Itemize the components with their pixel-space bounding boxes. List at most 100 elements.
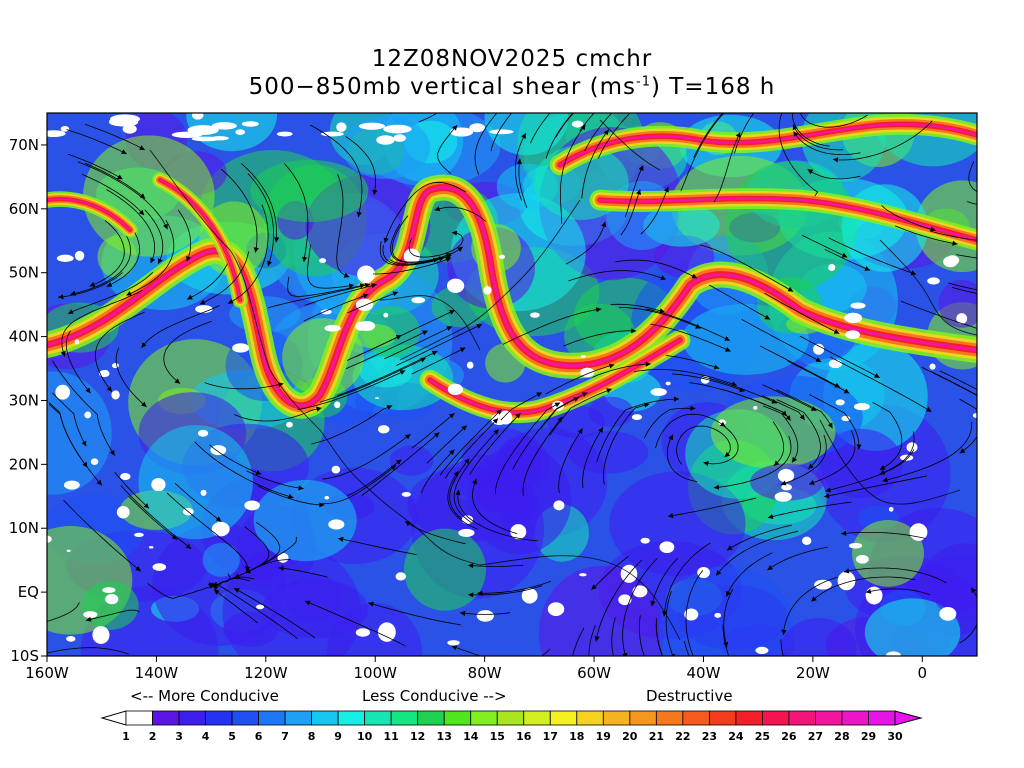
low-shear-patch xyxy=(383,124,412,134)
streamline xyxy=(568,270,667,282)
lat-tick-label: 10S xyxy=(10,647,39,665)
low-shear-patch xyxy=(55,384,70,400)
streamline-arrow xyxy=(521,133,526,139)
streamline-arrow xyxy=(864,266,870,271)
streamline-arrow xyxy=(601,221,607,228)
lat-tick-label: 30N xyxy=(9,391,39,409)
streamline xyxy=(204,382,284,390)
colorbar-swatch xyxy=(788,710,816,726)
streamline xyxy=(764,292,840,334)
lat-tick-label: 70N xyxy=(9,136,39,154)
streamline xyxy=(47,647,129,655)
streamline xyxy=(939,370,977,390)
low-shear-patch xyxy=(814,579,832,590)
streamline xyxy=(824,475,928,498)
low-shear-patch xyxy=(375,397,380,400)
streamline-arrow xyxy=(865,588,872,594)
streamline-arrow xyxy=(767,565,773,570)
streamline-arrow xyxy=(212,581,218,588)
streamline-arrow xyxy=(1000,407,1006,412)
colorbar-label: 26 xyxy=(781,730,797,743)
streamline xyxy=(726,524,792,551)
streamline xyxy=(809,394,860,450)
lon-tick-label: 140W xyxy=(135,664,179,682)
low-shear-areas xyxy=(47,113,977,656)
streamline xyxy=(304,600,406,647)
low-shear-patch xyxy=(718,419,727,426)
streamline-arrow xyxy=(659,308,665,314)
low-shear-patch xyxy=(835,399,845,406)
streamline xyxy=(495,402,561,494)
low-shear-patch xyxy=(510,524,527,540)
low-shear-patch xyxy=(83,611,98,619)
lat-tick-label: 40N xyxy=(9,328,39,346)
streamline-arrow xyxy=(187,294,193,300)
streamline xyxy=(900,300,977,329)
streamline-arrow xyxy=(451,645,458,651)
streamline-arrow xyxy=(879,465,886,470)
streamline xyxy=(89,220,125,287)
streamline xyxy=(246,470,304,489)
streamline-arrow xyxy=(457,246,463,252)
streamline xyxy=(792,124,844,151)
streamline xyxy=(825,449,915,492)
streamline xyxy=(355,309,455,358)
shear-blob xyxy=(223,611,279,647)
low-shear-patch xyxy=(102,587,116,594)
color-scale-bar: 1 2 3 4 5 6 7 8 9 10 11 12 13 14 15 16 17 18 19 20 21 22 23 24 2… xyxy=(100,710,923,743)
streamline-arrow xyxy=(725,347,731,352)
low-shear-patch xyxy=(956,313,968,324)
streamline-arrow xyxy=(773,460,780,466)
streamline xyxy=(760,345,841,388)
streamline-arrow xyxy=(267,260,272,267)
colorbar-label: 5 xyxy=(228,730,236,743)
colorbar-label: 2 xyxy=(149,730,157,743)
streamline xyxy=(620,189,641,236)
streamline-arrow xyxy=(185,543,192,549)
colorbar-swatch xyxy=(152,710,180,726)
colorbar-swatch xyxy=(735,710,763,726)
colorbar-swatch xyxy=(815,710,843,726)
streamline-arrow xyxy=(343,272,350,278)
streamline-arrow xyxy=(70,290,76,296)
low-shear-patch xyxy=(972,413,977,418)
streamline xyxy=(807,168,861,180)
streamline-arrow xyxy=(464,458,470,464)
streamline-arrow xyxy=(338,536,344,542)
streamline-arrow xyxy=(959,448,966,454)
streamline-arrow xyxy=(596,698,602,703)
low-shear-patch xyxy=(256,604,265,610)
streamline-arrow xyxy=(452,125,458,131)
streamline xyxy=(865,588,931,596)
streamline xyxy=(213,589,258,624)
streamline xyxy=(84,162,146,199)
low-shear-patch xyxy=(84,411,92,419)
low-shear-patch xyxy=(320,309,332,315)
low-shear-patch xyxy=(47,535,52,543)
streamline xyxy=(63,499,142,572)
low-shear-patch xyxy=(841,415,851,422)
lon-tick-label: 0 xyxy=(918,664,928,682)
colorbar-swatch xyxy=(762,710,790,726)
streamline-arrow xyxy=(89,281,96,287)
streamline-arrow xyxy=(371,283,377,289)
streamline-arrow xyxy=(126,290,132,296)
colorbar-label: 24 xyxy=(728,730,744,743)
streamline xyxy=(474,113,498,175)
streamline-arrow xyxy=(668,434,673,441)
streamline-arrow xyxy=(576,105,581,110)
streamline xyxy=(166,492,249,572)
streamline xyxy=(699,244,794,292)
streamline-arrow xyxy=(348,283,355,289)
lat-tick-label: EQ xyxy=(18,583,39,601)
low-shear-patch xyxy=(105,593,119,605)
colorbar-swatch xyxy=(708,710,737,726)
low-shear-patch xyxy=(148,545,154,549)
streamline-arrow xyxy=(691,273,697,279)
low-shear-patch xyxy=(802,536,812,545)
streamline xyxy=(841,532,926,539)
colorbar-label: 25 xyxy=(755,730,770,743)
low-shear-patch xyxy=(116,506,130,519)
streamline-arrow xyxy=(608,363,615,369)
streamline xyxy=(297,370,406,411)
